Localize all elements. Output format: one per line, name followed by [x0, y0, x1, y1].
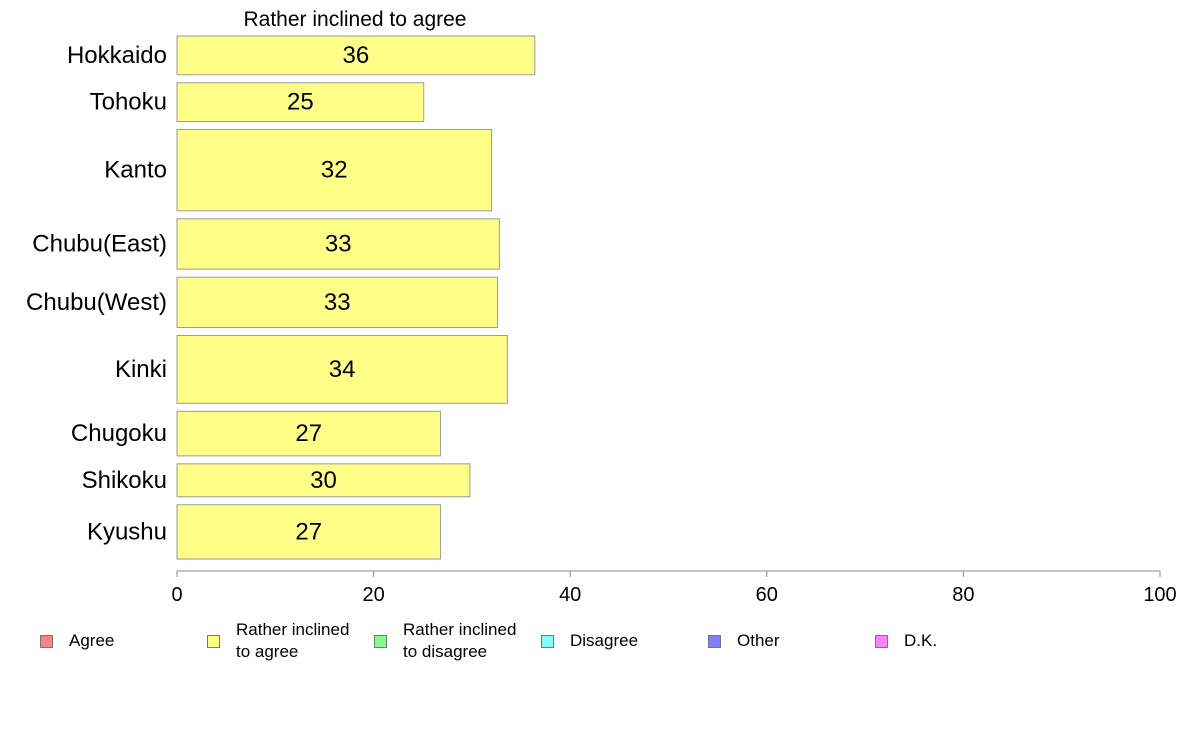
legend-label-disagree: Disagree: [570, 631, 639, 650]
x-tick-label-100: 100: [1143, 584, 1176, 606]
category-label-tohoku: Tohoku: [90, 89, 167, 116]
legend-item-rather-agree: Rather inclined to agree: [207, 618, 349, 664]
legend-swatch-agree: [40, 634, 53, 648]
category-label-chubu-east: Chubu(East): [32, 230, 167, 257]
x-tick-label-0: 0: [171, 584, 182, 606]
bar-chubu-west: [176, 276, 498, 329]
chart-title: Rather inclined to agree: [244, 8, 467, 31]
category-label-kyushu: Kyushu: [87, 518, 167, 545]
x-axis: 0 20 40 60 80 100: [171, 570, 1177, 606]
category-label-shikoku: Shikoku: [82, 467, 167, 494]
legend-swatch-other: [708, 634, 721, 648]
value-label-tohoku: 25: [287, 89, 314, 116]
bar-group: 36 Hokkaido 25 Tohoku 32 Kanto 33 Chubu(East) 33…: [26, 35, 536, 560]
category-label-chugoku: Chugoku: [71, 420, 167, 447]
bar-chubu-east: [176, 218, 500, 270]
x-tick-label-80: 80: [952, 584, 974, 606]
category-label-kanto: Kanto: [104, 157, 167, 184]
bar-hokkaido: [176, 35, 536, 76]
value-label-kinki: 34: [329, 356, 356, 383]
bar-kinki: [176, 335, 508, 404]
value-label-chubu-east: 33: [325, 230, 352, 257]
legend-swatch-dk: [875, 634, 888, 648]
legend-swatch-disagree: [541, 634, 554, 648]
x-tick-label-40: 40: [559, 584, 581, 606]
legend-label-agree: Agree: [69, 631, 115, 650]
value-label-kyushu: 27: [295, 518, 322, 545]
legend-swatch-rather-disagree: [374, 634, 387, 648]
value-label-chugoku: 27: [295, 420, 322, 447]
legend-label-rather-disagree: Rather inclined to disagree: [403, 620, 517, 661]
legend-item-dk: D.K.: [875, 618, 937, 664]
legend-item-other: Other: [708, 618, 780, 664]
legend-item-disagree: Disagree: [541, 618, 638, 664]
value-label-hokkaido: 36: [343, 42, 370, 69]
legend-label-rather-agree: Rather inclined to agree: [236, 620, 350, 661]
legend-swatch-rather-agree: [207, 634, 220, 648]
bar-shikoku: [176, 463, 471, 498]
bar-chugoku: [176, 410, 441, 457]
category-label-kinki: Kinki: [115, 356, 167, 383]
category-label-hokkaido: Hokkaido: [67, 42, 167, 69]
x-tick-label-20: 20: [362, 584, 384, 606]
value-label-chubu-west: 33: [324, 289, 351, 316]
legend-label-dk: D.K.: [904, 631, 938, 650]
x-tick-label-60: 60: [756, 584, 778, 606]
legend-item-agree: Agree: [40, 618, 114, 664]
bar-tohoku: [176, 82, 425, 122]
bar-kyushu: [176, 504, 441, 560]
value-label-shikoku: 30: [310, 467, 337, 494]
value-label-kanto: 32: [321, 157, 348, 184]
bar-kanto: [176, 128, 493, 212]
legend-label-other: Other: [737, 631, 780, 650]
category-label-chubu-west: Chubu(West): [26, 289, 167, 316]
legend: Agree Rather inclined to agree Rather in…: [0, 618, 1188, 668]
legend-item-rather-disagree: Rather inclined to disagree: [374, 618, 516, 664]
